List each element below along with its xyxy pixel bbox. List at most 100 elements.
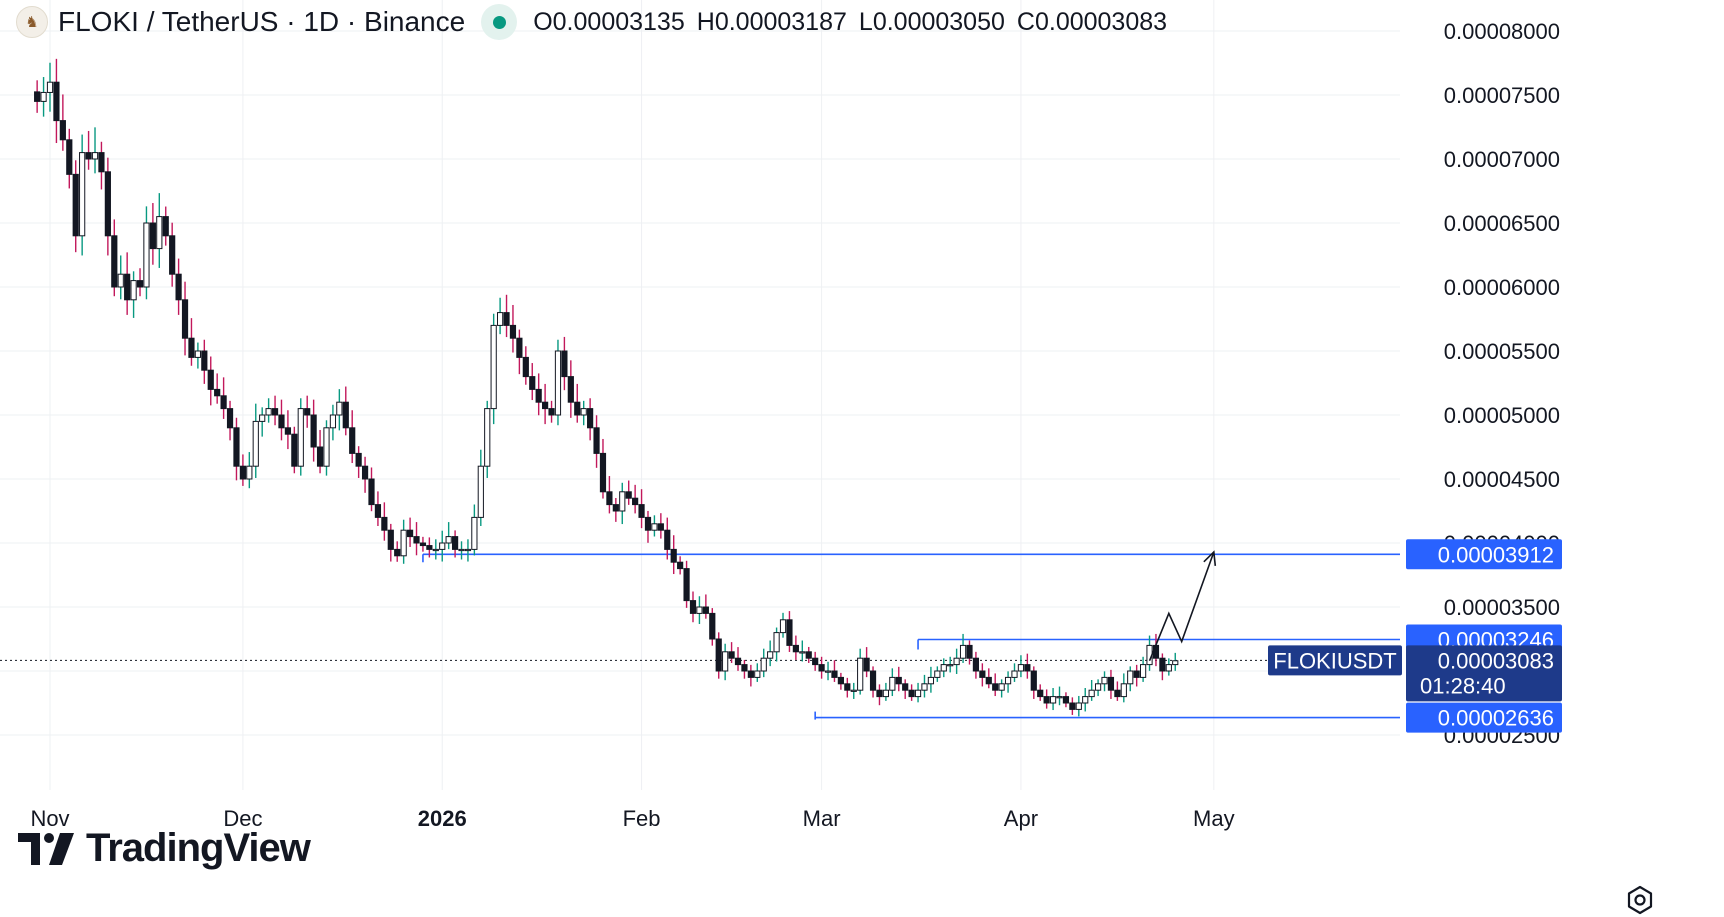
candle-body[interactable] bbox=[657, 523, 664, 531]
candle-body[interactable] bbox=[445, 536, 452, 544]
candle-body[interactable] bbox=[1017, 664, 1025, 672]
candle-body[interactable] bbox=[1082, 696, 1089, 704]
candle-body[interactable] bbox=[683, 568, 690, 602]
candle-body[interactable] bbox=[53, 81, 60, 122]
candle-body[interactable] bbox=[715, 638, 722, 672]
candle-body[interactable] bbox=[214, 388, 221, 397]
symbol-title[interactable]: FLOKI / TetherUS · 1D · Binance bbox=[58, 6, 466, 37]
candle-body[interactable] bbox=[259, 414, 266, 422]
candle-body[interactable] bbox=[696, 606, 703, 614]
candle-body[interactable] bbox=[59, 120, 66, 141]
candle-body[interactable] bbox=[439, 542, 446, 550]
candle-body[interactable] bbox=[207, 369, 214, 390]
candle-body[interactable] bbox=[226, 408, 234, 429]
candle-body[interactable] bbox=[1140, 664, 1147, 678]
candle-body[interactable] bbox=[355, 452, 362, 467]
candle-body[interactable] bbox=[220, 395, 227, 410]
candle-body[interactable] bbox=[233, 427, 240, 467]
candle-body[interactable] bbox=[117, 273, 124, 288]
price-level-label-bg[interactable] bbox=[1406, 539, 1562, 570]
candle-body[interactable] bbox=[786, 619, 793, 646]
candle-body[interactable] bbox=[85, 152, 92, 160]
candle-body[interactable] bbox=[876, 689, 883, 698]
candle-body[interactable] bbox=[574, 401, 581, 416]
candle-body[interactable] bbox=[175, 273, 182, 301]
price-level-label[interactable]: 0.00002636 bbox=[1438, 706, 1554, 731]
candle-body[interactable] bbox=[799, 651, 806, 654]
candle-body[interactable] bbox=[947, 664, 954, 667]
candle-body[interactable] bbox=[1120, 683, 1127, 698]
candle-body[interactable] bbox=[754, 670, 761, 678]
candle-body[interactable] bbox=[593, 427, 600, 454]
candle-body[interactable] bbox=[812, 657, 819, 666]
candle-body[interactable] bbox=[278, 414, 285, 429]
candle-body[interactable] bbox=[927, 676, 935, 685]
candle-body[interactable] bbox=[805, 651, 812, 659]
candle-body[interactable] bbox=[46, 81, 54, 93]
candle-body[interactable] bbox=[124, 273, 131, 301]
candle-body[interactable] bbox=[1133, 670, 1140, 678]
candle-body[interactable] bbox=[734, 657, 742, 666]
candle-body[interactable] bbox=[201, 350, 208, 371]
candle-body[interactable] bbox=[1037, 689, 1044, 698]
candle-body[interactable] bbox=[792, 644, 799, 653]
candle-body[interactable] bbox=[34, 91, 41, 102]
settings-icon[interactable] bbox=[1624, 884, 1656, 916]
candle-body[interactable] bbox=[406, 529, 414, 538]
candle-body[interactable] bbox=[902, 683, 909, 691]
candle-body[interactable] bbox=[934, 670, 941, 678]
candle-body[interactable] bbox=[837, 676, 844, 685]
candle-body[interactable] bbox=[490, 324, 497, 410]
candle-body[interactable] bbox=[111, 235, 118, 288]
candle-body[interactable] bbox=[979, 670, 986, 678]
candle-body[interactable] bbox=[419, 542, 427, 547]
candle-body[interactable] bbox=[818, 664, 825, 672]
candle-body[interactable] bbox=[670, 548, 677, 563]
candle-body[interactable] bbox=[1114, 689, 1121, 698]
candle-body[interactable] bbox=[606, 491, 613, 506]
candle-body[interactable] bbox=[246, 465, 253, 480]
candle-body[interactable] bbox=[66, 139, 73, 175]
candle-body[interactable] bbox=[857, 657, 864, 691]
candle-body[interactable] bbox=[985, 676, 992, 685]
candle-body[interactable] bbox=[1159, 657, 1166, 672]
candle-body[interactable] bbox=[959, 644, 967, 659]
candle-body[interactable] bbox=[156, 216, 163, 250]
candle-body[interactable] bbox=[1011, 670, 1018, 678]
candle-body[interactable] bbox=[779, 619, 787, 634]
candle-body[interactable] bbox=[651, 523, 658, 531]
candle-body[interactable] bbox=[741, 664, 748, 672]
candle-body[interactable] bbox=[908, 689, 915, 698]
price-level-label[interactable]: 0.00003912 bbox=[1438, 542, 1554, 567]
candle-body[interactable] bbox=[503, 312, 510, 326]
candle-body[interactable] bbox=[722, 651, 729, 672]
candle-body[interactable] bbox=[992, 683, 999, 691]
candle-body[interactable] bbox=[1075, 702, 1082, 710]
candle-body[interactable] bbox=[1088, 689, 1095, 698]
tradingview-branding[interactable]: TradingView bbox=[18, 826, 311, 871]
candle-body[interactable] bbox=[387, 529, 394, 550]
candle-body[interactable] bbox=[477, 465, 484, 518]
candle-body[interactable] bbox=[271, 408, 279, 416]
candle-body[interactable] bbox=[638, 504, 645, 518]
candle-body[interactable] bbox=[291, 433, 298, 467]
candle-body[interactable] bbox=[432, 548, 439, 552]
symbol-tag-bg[interactable] bbox=[1268, 645, 1402, 676]
candle-body[interactable] bbox=[921, 683, 928, 691]
candle-body[interactable] bbox=[304, 408, 311, 416]
candle-body[interactable] bbox=[1004, 676, 1012, 685]
candle-body[interactable] bbox=[40, 91, 47, 102]
candle-body[interactable] bbox=[484, 408, 491, 467]
candle-body[interactable] bbox=[1024, 664, 1031, 672]
candle-body[interactable] bbox=[599, 452, 607, 493]
candle-body[interactable] bbox=[542, 401, 549, 410]
time-axis[interactable]: Nov Dec 2026 Feb Mar Apr May bbox=[30, 806, 1234, 831]
candle-body[interactable] bbox=[619, 491, 626, 512]
price-axis[interactable]: 0.00008000 0.00007500 0.00007000 0.00006500… bbox=[1268, 19, 1562, 748]
candle-body[interactable] bbox=[644, 516, 652, 531]
candle-body[interactable] bbox=[632, 497, 639, 506]
candle-body[interactable] bbox=[336, 401, 343, 416]
candle-body[interactable] bbox=[1101, 676, 1108, 685]
candle-body[interactable] bbox=[316, 446, 324, 467]
candle-body[interactable] bbox=[966, 644, 973, 659]
